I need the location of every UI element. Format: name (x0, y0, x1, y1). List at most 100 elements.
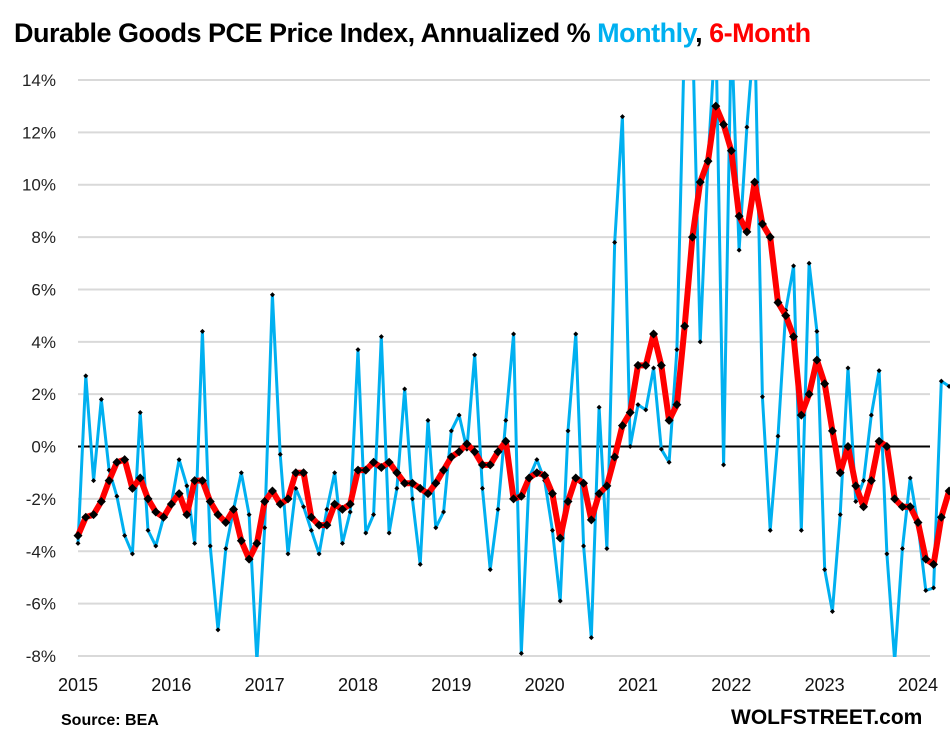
six-month-point (236, 536, 246, 546)
six-month-point (765, 232, 775, 242)
six-month-point (524, 473, 534, 483)
brand-label: WOLFSTREET.com (731, 706, 923, 729)
monthly-point (238, 470, 244, 476)
six-month-point (555, 533, 565, 543)
monthly-point (301, 504, 307, 510)
monthly-point (402, 386, 408, 392)
six-month-point (493, 447, 503, 457)
six-month-point (781, 311, 791, 321)
six-month-point (757, 219, 767, 229)
six-month-point (719, 120, 729, 130)
monthly-point (269, 292, 275, 298)
monthly-point (114, 493, 120, 499)
six-month-point (431, 478, 441, 488)
six-month-point (244, 554, 254, 564)
six-month-point (641, 360, 651, 370)
title-separator: , (695, 18, 710, 48)
monthly-point (332, 470, 338, 476)
monthly-point (697, 339, 703, 345)
six-month-point (687, 232, 697, 242)
x-tick-label: 2023 (805, 675, 845, 695)
monthly-point (83, 373, 89, 379)
six-month-point (221, 517, 231, 527)
six-month-point (345, 499, 355, 509)
six-month-point (501, 436, 511, 446)
monthly-point (277, 451, 283, 457)
six-month-point (944, 486, 950, 496)
six-month-point (921, 554, 931, 564)
six-month-point (392, 468, 402, 478)
six-month-point (827, 426, 837, 436)
six-month-point (89, 510, 99, 520)
six-month-point (633, 360, 643, 370)
title-monthly: Monthly (597, 18, 696, 48)
six-month-point (439, 465, 449, 475)
six-month-point (477, 460, 487, 470)
six-month-point (112, 457, 122, 467)
six-month-point (851, 481, 861, 491)
monthly-point (674, 347, 680, 353)
six-month-point (843, 442, 853, 452)
six-month-point (306, 512, 316, 522)
monthly-point (394, 485, 400, 491)
six-month-point (104, 476, 114, 486)
monthly-point (612, 239, 618, 245)
monthly-point (75, 540, 81, 546)
six-month-point (267, 486, 277, 496)
six-month-point (789, 332, 799, 342)
title-six-month: 6-Month (709, 18, 811, 48)
six-month-point (314, 520, 324, 530)
six-month-point (361, 465, 371, 475)
monthly-point (355, 347, 361, 353)
monthly-point (565, 428, 571, 434)
x-tick-label: 2018 (338, 675, 378, 695)
monthly-point (98, 396, 104, 402)
six-month-point (353, 465, 363, 475)
six-month-point (680, 321, 690, 331)
six-month-point (890, 494, 900, 504)
source-label: Source: BEA (61, 712, 159, 729)
six-month-point (874, 436, 884, 446)
six-month-point (166, 499, 176, 509)
six-month-point (625, 408, 635, 418)
x-tick-label: 2024 (898, 675, 938, 695)
monthly-point (339, 540, 345, 546)
six-month-point (656, 360, 666, 370)
monthly-point (285, 551, 291, 557)
monthly-point (122, 533, 128, 539)
six-month-point (594, 489, 604, 499)
six-month-point (866, 476, 876, 486)
six-month-point (376, 462, 386, 472)
six-month-point (337, 504, 347, 514)
six-month-point (299, 468, 309, 478)
six-month-point (859, 502, 869, 512)
six-month-point (205, 497, 215, 507)
monthly-point (363, 530, 369, 536)
monthly-point (767, 527, 773, 533)
monthly-point (837, 512, 843, 518)
monthly-point (347, 509, 353, 515)
six-month-point (882, 442, 892, 452)
monthly-point (199, 328, 205, 334)
monthly-point (744, 124, 750, 130)
six-month-point (586, 515, 596, 525)
monthly-point (643, 407, 649, 413)
monthly-point (371, 512, 377, 518)
six-month-point (330, 499, 340, 509)
monthly-point (207, 543, 213, 549)
six-month-point (602, 481, 612, 491)
six-month-point (283, 494, 293, 504)
six-month-point (726, 146, 736, 156)
x-tick-label: 2019 (431, 675, 471, 695)
x-tick-label: 2015 (58, 675, 98, 695)
six-month-point (804, 389, 814, 399)
monthly-point (472, 352, 478, 358)
monthly-point (137, 410, 143, 416)
monthly-point (441, 509, 447, 515)
six-month-point (664, 415, 674, 425)
monthly-point (868, 412, 874, 418)
monthly-point (658, 446, 664, 452)
monthly-point (129, 551, 135, 557)
series-layer (73, 80, 950, 657)
x-tick-label: 2020 (525, 675, 565, 695)
